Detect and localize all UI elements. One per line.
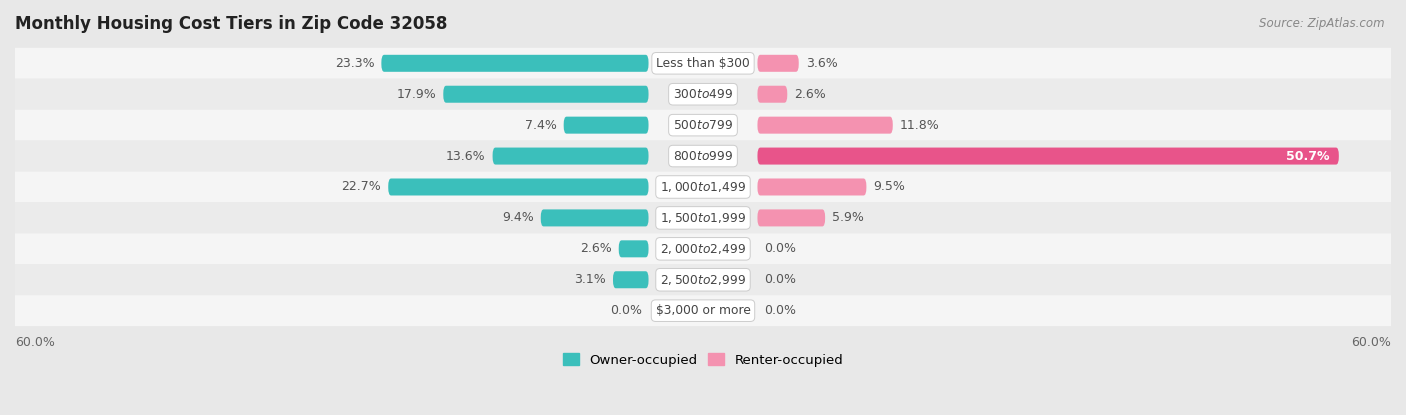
Text: 60.0%: 60.0% <box>15 336 55 349</box>
Legend: Owner-occupied, Renter-occupied: Owner-occupied, Renter-occupied <box>558 347 848 372</box>
Text: 2.6%: 2.6% <box>794 88 825 101</box>
Text: 5.9%: 5.9% <box>832 211 863 225</box>
FancyBboxPatch shape <box>758 55 799 72</box>
Text: 23.3%: 23.3% <box>335 57 374 70</box>
FancyBboxPatch shape <box>15 203 1391 233</box>
Text: 9.5%: 9.5% <box>873 181 905 193</box>
FancyBboxPatch shape <box>541 210 648 227</box>
FancyBboxPatch shape <box>381 55 648 72</box>
FancyBboxPatch shape <box>15 79 1391 110</box>
Text: 0.0%: 0.0% <box>765 242 796 255</box>
Text: Source: ZipAtlas.com: Source: ZipAtlas.com <box>1260 17 1385 29</box>
Text: 11.8%: 11.8% <box>900 119 939 132</box>
FancyBboxPatch shape <box>443 86 648 103</box>
Text: 13.6%: 13.6% <box>446 149 485 163</box>
Text: 3.1%: 3.1% <box>575 273 606 286</box>
FancyBboxPatch shape <box>758 210 825 227</box>
Text: 9.4%: 9.4% <box>502 211 534 225</box>
Text: $1,000 to $1,499: $1,000 to $1,499 <box>659 180 747 194</box>
Text: 2.6%: 2.6% <box>581 242 612 255</box>
FancyBboxPatch shape <box>15 264 1391 295</box>
Text: 0.0%: 0.0% <box>610 304 641 317</box>
FancyBboxPatch shape <box>15 48 1391 79</box>
Text: $2,500 to $2,999: $2,500 to $2,999 <box>659 273 747 287</box>
FancyBboxPatch shape <box>15 141 1391 171</box>
FancyBboxPatch shape <box>492 148 648 165</box>
Text: 0.0%: 0.0% <box>765 273 796 286</box>
FancyBboxPatch shape <box>15 233 1391 264</box>
Text: 50.7%: 50.7% <box>1286 149 1330 163</box>
Text: 3.6%: 3.6% <box>806 57 838 70</box>
Text: 22.7%: 22.7% <box>342 181 381 193</box>
Text: 60.0%: 60.0% <box>1351 336 1391 349</box>
Text: $2,000 to $2,499: $2,000 to $2,499 <box>659 242 747 256</box>
Text: $300 to $499: $300 to $499 <box>673 88 733 101</box>
FancyBboxPatch shape <box>15 171 1391 203</box>
Text: 17.9%: 17.9% <box>396 88 436 101</box>
Text: 7.4%: 7.4% <box>524 119 557 132</box>
FancyBboxPatch shape <box>388 178 648 195</box>
Text: Less than $300: Less than $300 <box>657 57 749 70</box>
FancyBboxPatch shape <box>758 117 893 134</box>
FancyBboxPatch shape <box>758 178 866 195</box>
Text: 0.0%: 0.0% <box>765 304 796 317</box>
FancyBboxPatch shape <box>613 271 648 288</box>
FancyBboxPatch shape <box>564 117 648 134</box>
Text: $500 to $799: $500 to $799 <box>673 119 733 132</box>
FancyBboxPatch shape <box>758 148 1339 165</box>
Text: $800 to $999: $800 to $999 <box>673 149 733 163</box>
FancyBboxPatch shape <box>15 110 1391 141</box>
Text: Monthly Housing Cost Tiers in Zip Code 32058: Monthly Housing Cost Tiers in Zip Code 3… <box>15 15 447 33</box>
FancyBboxPatch shape <box>758 86 787 103</box>
FancyBboxPatch shape <box>619 240 648 257</box>
FancyBboxPatch shape <box>15 295 1391 326</box>
Text: $1,500 to $1,999: $1,500 to $1,999 <box>659 211 747 225</box>
Text: $3,000 or more: $3,000 or more <box>655 304 751 317</box>
